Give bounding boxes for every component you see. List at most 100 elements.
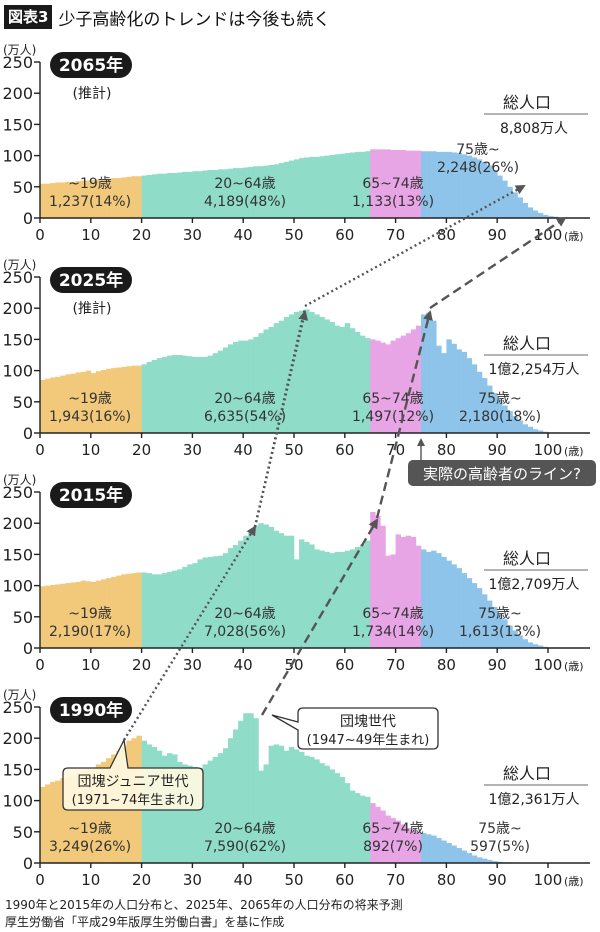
total-population-value: 1億2,709万人 (489, 577, 580, 593)
age-group-name: 20~64歳 (214, 821, 275, 837)
age-group-name: ~19歳 (68, 391, 112, 407)
x-tick-label: 100 (534, 871, 563, 889)
y-tick-label: 50 (13, 393, 33, 412)
y-tick-label: 100 (2, 362, 33, 381)
y-tick-label: 0 (23, 854, 33, 873)
x-tick-label: 10 (81, 656, 100, 674)
x-tick-label: 50 (284, 871, 303, 889)
x-tick-label: 60 (335, 871, 354, 889)
svg-text:団塊世代: 団塊世代 (340, 714, 396, 730)
x-tick-label: 90 (488, 871, 507, 889)
panel-2015年: 0 50 100 150 200 250(万人) 0 10 20 30 40 50 60 70 80 90 10… (2, 473, 590, 674)
y-unit-label: (万人) (3, 43, 36, 57)
age-group-name: 20~64歳 (214, 606, 275, 622)
y-tick-label: 150 (2, 760, 33, 779)
x-tick-label: 80 (437, 441, 456, 459)
total-population-label: 総人口 (503, 334, 551, 353)
age-group-value: 1,133(13%) (352, 194, 434, 210)
figure-badge: 図表3 (4, 5, 53, 29)
x-unit-label: (歳) (564, 445, 584, 458)
elderly-line-callout: 実際の高齢者のライン? (408, 460, 596, 486)
year-label: 1990年 (59, 700, 123, 721)
total-population-value: 8,808万人 (500, 121, 568, 137)
y-tick-label: 200 (2, 84, 33, 103)
x-tick-label: 90 (488, 441, 507, 459)
footnote-source: 厚生労働省「平成29年版厚生労働白書」を基に作成 (5, 915, 285, 929)
age-group-name: 75歳~ (456, 142, 500, 158)
population-bars (40, 149, 569, 218)
svg-text:(1947~49年生まれ): (1947~49年生まれ) (307, 733, 430, 748)
y-tick-label: 250 (2, 483, 33, 502)
x-tick-label: 30 (183, 656, 202, 674)
population-bars (40, 309, 559, 433)
age-group-value: 2,190(17%) (49, 624, 131, 640)
y-unit-label: (万人) (3, 473, 36, 487)
age-group-name: 20~64歳 (214, 176, 275, 192)
age-group-value: 1,237(14%) (49, 194, 131, 210)
age-group-name: 65~74歳 (362, 606, 423, 622)
x-tick-label: 10 (81, 441, 100, 459)
x-tick-label: 60 (335, 656, 354, 674)
x-tick-label: 50 (284, 441, 303, 459)
x-tick-label: 60 (335, 226, 354, 244)
y-tick-label: 100 (2, 577, 33, 596)
estimate-label: (推計) (73, 86, 112, 102)
age-group-name: ~19歳 (68, 821, 112, 837)
panel-1990年: 0 50 100 150 200 250(万人) 0 10 20 30 40 50 60 70 80 90 10… (2, 688, 590, 889)
x-tick-label: 20 (132, 871, 151, 889)
y-tick-label: 200 (2, 729, 33, 748)
age-group-value: 892(7%) (363, 839, 423, 855)
year-label: 2065年 (59, 55, 123, 76)
age-group-value: 2,248(26%) (437, 160, 519, 176)
svg-text:実際の高齢者のライン?: 実際の高齢者のライン? (423, 465, 581, 483)
y-tick-label: 0 (23, 209, 33, 228)
population-bars (40, 511, 559, 648)
x-tick-label: 80 (437, 871, 456, 889)
figure-title: 図表3 少子高齢化のトレンドは今後も続く (4, 4, 330, 30)
age-group-name: 65~74歳 (362, 176, 423, 192)
baby-boomer-callout: 団塊世代 (1947~49年生まれ) (271, 707, 439, 750)
y-tick-label: 250 (2, 698, 33, 717)
x-tick-label: 0 (35, 226, 45, 244)
x-tick-label: 0 (35, 441, 45, 459)
svg-text:団塊ジュニア世代: 団塊ジュニア世代 (77, 774, 188, 790)
x-unit-label: (歳) (564, 875, 584, 888)
y-tick-label: 100 (2, 147, 33, 166)
y-tick-label: 150 (2, 330, 33, 349)
x-tick-label: 40 (234, 226, 253, 244)
x-tick-label: 50 (284, 226, 303, 244)
y-tick-label: 0 (23, 424, 33, 443)
x-tick-label: 100 (534, 441, 563, 459)
x-tick-label: 40 (234, 871, 253, 889)
total-population-value: 1億2,254万人 (489, 362, 580, 378)
x-tick-label: 40 (234, 656, 253, 674)
total-population-label: 総人口 (503, 764, 551, 783)
age-group-value: 1,734(14%) (352, 624, 434, 640)
figure-title-text: 少子高齢化のトレンドは今後も続く (58, 9, 331, 30)
age-group-name: 75歳~ (478, 606, 522, 622)
x-tick-label: 10 (81, 226, 100, 244)
x-tick-label: 40 (234, 441, 253, 459)
x-tick-label: 90 (488, 226, 507, 244)
y-tick-label: 200 (2, 299, 33, 318)
year-badge (50, 267, 132, 293)
x-tick-label: 100 (534, 226, 563, 244)
x-tick-label: 20 (132, 441, 151, 459)
x-tick-label: 20 (132, 656, 151, 674)
y-tick-label: 50 (13, 608, 33, 627)
x-tick-label: 90 (488, 656, 507, 674)
x-tick-label: 30 (183, 226, 202, 244)
age-group-name: 75歳~ (478, 821, 522, 837)
y-tick-label: 100 (2, 792, 33, 811)
x-tick-label: 20 (132, 226, 151, 244)
age-group-value: 1,613(13%) (459, 624, 541, 640)
x-tick-label: 60 (335, 441, 354, 459)
x-unit-label: (歳) (564, 230, 584, 243)
footnote-description: 1990年と2015年の人口分布と、2025年、2065年の人口分布の将来予測 (5, 898, 403, 912)
age-group-name: ~19歳 (68, 606, 112, 622)
y-tick-label: 50 (13, 178, 33, 197)
baby-boomer-junior-callout: 団塊ジュニア世代 (1971~74年生まれ) (62, 737, 204, 811)
